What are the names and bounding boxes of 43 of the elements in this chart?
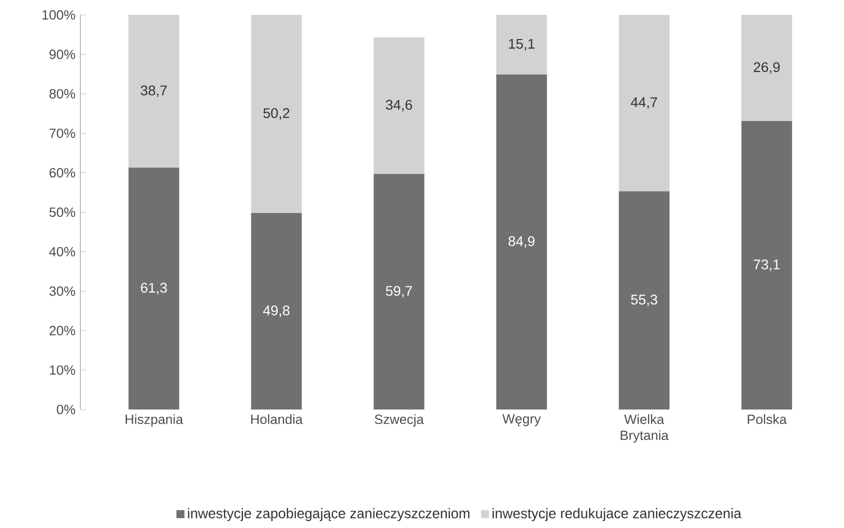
- bar: [618, 191, 670, 410]
- data-label: 61,3: [140, 282, 167, 294]
- x-tick-label: Hiszpania: [126, 414, 184, 427]
- x-tick-label: Szwecja: [374, 414, 424, 427]
- data-label: 55,3: [631, 294, 658, 306]
- data-label: 50,2: [263, 108, 290, 120]
- y-tick-label: 0%: [56, 404, 76, 414]
- bar: [496, 74, 547, 410]
- y-tick-label: 40%: [49, 246, 76, 256]
- bar: [128, 14, 180, 168]
- y-tick-label: 100%: [42, 10, 76, 20]
- y-tick-label: 80%: [49, 89, 76, 99]
- data-label: 38,7: [140, 85, 167, 98]
- legend-label: inwestycje zapobiegające zanieczyszczeniom: [188, 508, 470, 522]
- bar: [374, 174, 424, 410]
- data-label: 15,1: [509, 38, 535, 50]
- y-tick-label: 20%: [50, 326, 76, 336]
- data-label: 59,7: [386, 286, 412, 298]
- data-label: 26,9: [754, 62, 780, 74]
- y-tick-label: 50%: [49, 208, 76, 217]
- bar: [251, 213, 302, 410]
- x-tick-label: Polska: [748, 414, 787, 424]
- y-tick-label: 70%: [50, 128, 76, 138]
- y-tick-label: 60%: [50, 168, 76, 178]
- data-label: 44,7: [630, 97, 658, 109]
- y-tick-label: 30%: [49, 286, 76, 296]
- y-tick-label: 90%: [50, 50, 76, 60]
- data-label: 73,1: [754, 260, 780, 272]
- bar: [496, 14, 547, 74]
- bar: [374, 37, 424, 174]
- data-label: 34,6: [386, 100, 412, 112]
- x-tick-label: Węgry: [502, 414, 541, 426]
- y-tick-label: 10%: [50, 365, 76, 375]
- x-tick-label: Holandia: [251, 414, 303, 424]
- bar: [128, 168, 180, 410]
- bar: [251, 14, 302, 214]
- data-label: 49,8: [263, 306, 290, 318]
- data-label: 84,9: [508, 236, 535, 248]
- x-tick-label: Wielka Brytania: [620, 414, 669, 443]
- bar: [741, 121, 792, 410]
- legend-label: inwestycje redukujace zanieczyszczenia: [492, 508, 742, 522]
- bar: [618, 14, 670, 192]
- bar: [741, 14, 792, 122]
